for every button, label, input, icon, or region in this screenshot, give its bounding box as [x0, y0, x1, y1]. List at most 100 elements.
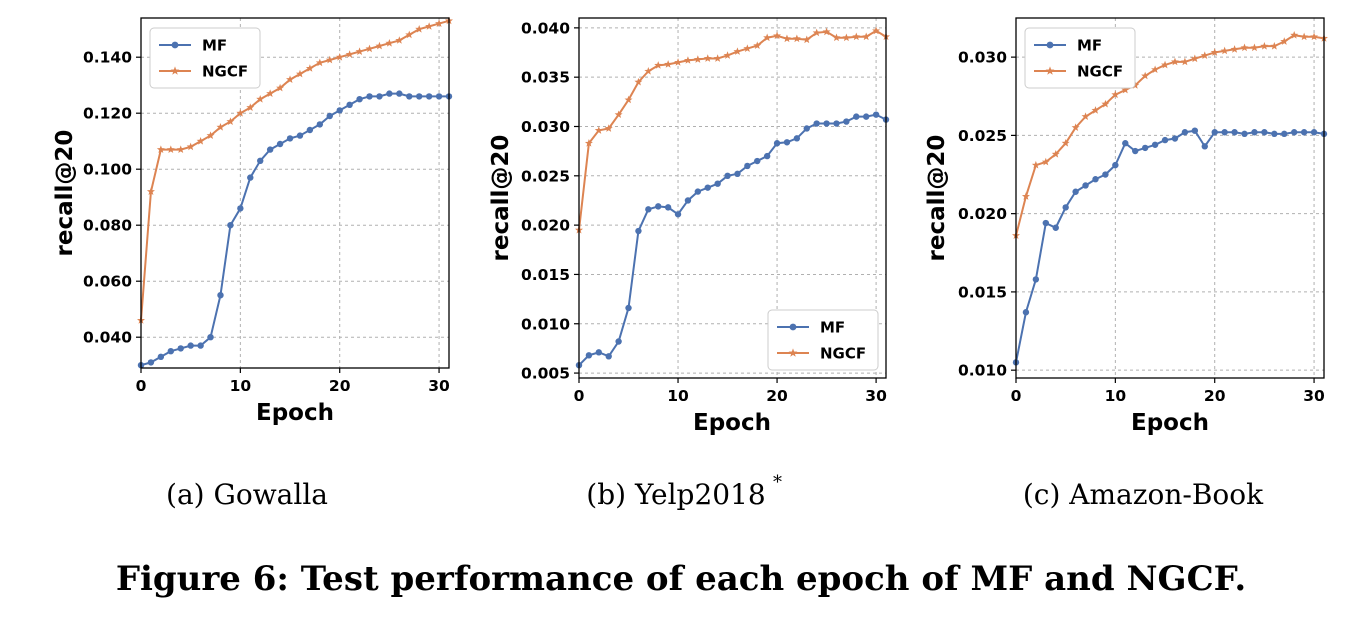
data-point-ngcf — [246, 103, 255, 111]
data-point-mf — [645, 206, 652, 213]
data-point-mf — [1032, 276, 1040, 283]
data-point-mf — [1211, 129, 1218, 136]
data-point-mf — [1022, 309, 1030, 316]
panel-yelp2018: 0 10 20 30 0.005 0.010 0.015 0.020 0.025 0.030 0.0… — [488, 17, 890, 436]
data-point-mf — [813, 120, 820, 127]
data-point-mf — [1171, 135, 1179, 142]
data-point-mf — [1112, 161, 1119, 169]
data-point-ngcf — [792, 34, 801, 43]
legend: MF NGCF — [767, 309, 879, 371]
data-point-mf — [734, 170, 741, 178]
data-point-ngcf — [1081, 112, 1090, 121]
legend: MF NGCF — [1024, 27, 1136, 89]
data-point-ngcf — [415, 25, 424, 33]
data-point-ngcf — [1260, 41, 1269, 50]
data-point-mf — [306, 126, 314, 134]
data-point-mf — [187, 342, 194, 349]
legend-label-mf: MF — [202, 37, 227, 55]
y-tick-label: 0.015 — [521, 266, 570, 284]
data-point-ngcf — [1210, 48, 1219, 56]
data-point-mf — [1201, 143, 1208, 150]
data-point-ngcf — [753, 41, 762, 50]
legend-label-ngcf: NGCF — [1077, 63, 1123, 81]
legend: MF NGCF — [149, 27, 261, 89]
data-point-ngcf — [335, 53, 344, 61]
y-tick-label: 0.015 — [958, 283, 1007, 301]
data-point-mf — [237, 205, 244, 212]
y-tick-label: 0.030 — [521, 118, 570, 136]
data-point-mf — [326, 112, 333, 120]
data-point-mf — [1221, 129, 1228, 136]
y-axis-title: recall@20 — [924, 135, 950, 262]
data-point-ngcf — [1270, 41, 1279, 50]
data-point-ngcf — [196, 137, 205, 145]
data-point-ngcf — [743, 44, 752, 52]
data-point-mf — [177, 345, 184, 352]
data-point-ngcf — [683, 56, 692, 64]
data-point-mf — [655, 203, 662, 210]
data-point-mf — [674, 211, 682, 218]
data-point-ngcf — [644, 67, 653, 75]
data-point-mf — [406, 93, 413, 100]
data-point-mf — [763, 152, 771, 160]
data-point-ngcf — [1250, 43, 1259, 52]
data-point-ngcf — [1121, 85, 1130, 94]
data-point-ngcf — [236, 109, 245, 117]
data-point-ngcf — [186, 142, 195, 151]
data-point-ngcf — [365, 44, 374, 53]
data-point-mf — [595, 349, 603, 356]
data-point-mf — [1042, 219, 1050, 227]
data-point-mf — [1181, 129, 1189, 136]
data-point-ngcf — [1111, 90, 1120, 99]
y-tick-label: 0.025 — [521, 167, 570, 185]
x-tick-label: 10 — [667, 387, 689, 405]
x-tick-label: 10 — [230, 377, 252, 395]
data-point-mf — [286, 135, 294, 142]
data-point-ngcf — [226, 117, 235, 125]
data-point-mf — [396, 90, 403, 97]
data-point-mf — [1241, 130, 1248, 138]
data-point-ngcf — [425, 22, 434, 30]
data-point-ngcf — [614, 110, 623, 119]
x-tick-label: 20 — [1204, 387, 1226, 405]
data-point-ngcf — [1310, 32, 1319, 41]
x-axis-title: Epoch — [693, 410, 771, 436]
x-axis-title: Epoch — [256, 400, 334, 426]
data-point-mf — [1281, 130, 1288, 138]
y-tick-label: 0.100 — [83, 161, 132, 179]
data-point-mf — [227, 222, 234, 229]
data-point-mf — [266, 146, 274, 153]
data-point-mf — [167, 348, 175, 355]
data-point-ngcf — [1170, 57, 1179, 66]
data-point-mf — [585, 352, 593, 359]
data-point-ngcf — [176, 145, 185, 153]
data-point-mf — [704, 184, 711, 191]
data-point-ngcf — [286, 75, 295, 83]
subcaption-gowalla: (a) Gowalla — [166, 478, 328, 511]
data-point-mf — [793, 135, 801, 142]
legend-marker-ngcf — [1045, 66, 1055, 75]
data-point-mf — [694, 188, 702, 195]
data-point-ngcf — [773, 31, 782, 40]
data-point-mf — [605, 353, 612, 360]
data-point-mf — [1062, 204, 1069, 211]
data-point-ngcf — [872, 26, 881, 35]
data-point-mf — [803, 125, 810, 132]
data-point-ngcf — [693, 55, 702, 63]
plot-frame — [1015, 17, 1325, 379]
data-point-ngcf — [713, 54, 722, 62]
data-point-ngcf — [1141, 71, 1150, 80]
data-point-ngcf — [1051, 149, 1060, 158]
data-point-ngcf — [385, 39, 394, 47]
series-line-ngcf — [578, 29, 887, 231]
data-point-mf — [1251, 129, 1258, 136]
y-tick-label: 0.060 — [83, 273, 132, 291]
y-tick-label: 0.140 — [83, 49, 132, 67]
data-point-mf — [872, 111, 880, 118]
data-point-ngcf — [1091, 106, 1100, 114]
series-line-mf — [140, 92, 449, 367]
data-point-mf — [823, 120, 830, 127]
data-point-ngcf — [1061, 139, 1070, 147]
subcaption-yelp2018: (b) Yelp2018 — [586, 478, 765, 511]
data-point-mf — [376, 93, 383, 100]
